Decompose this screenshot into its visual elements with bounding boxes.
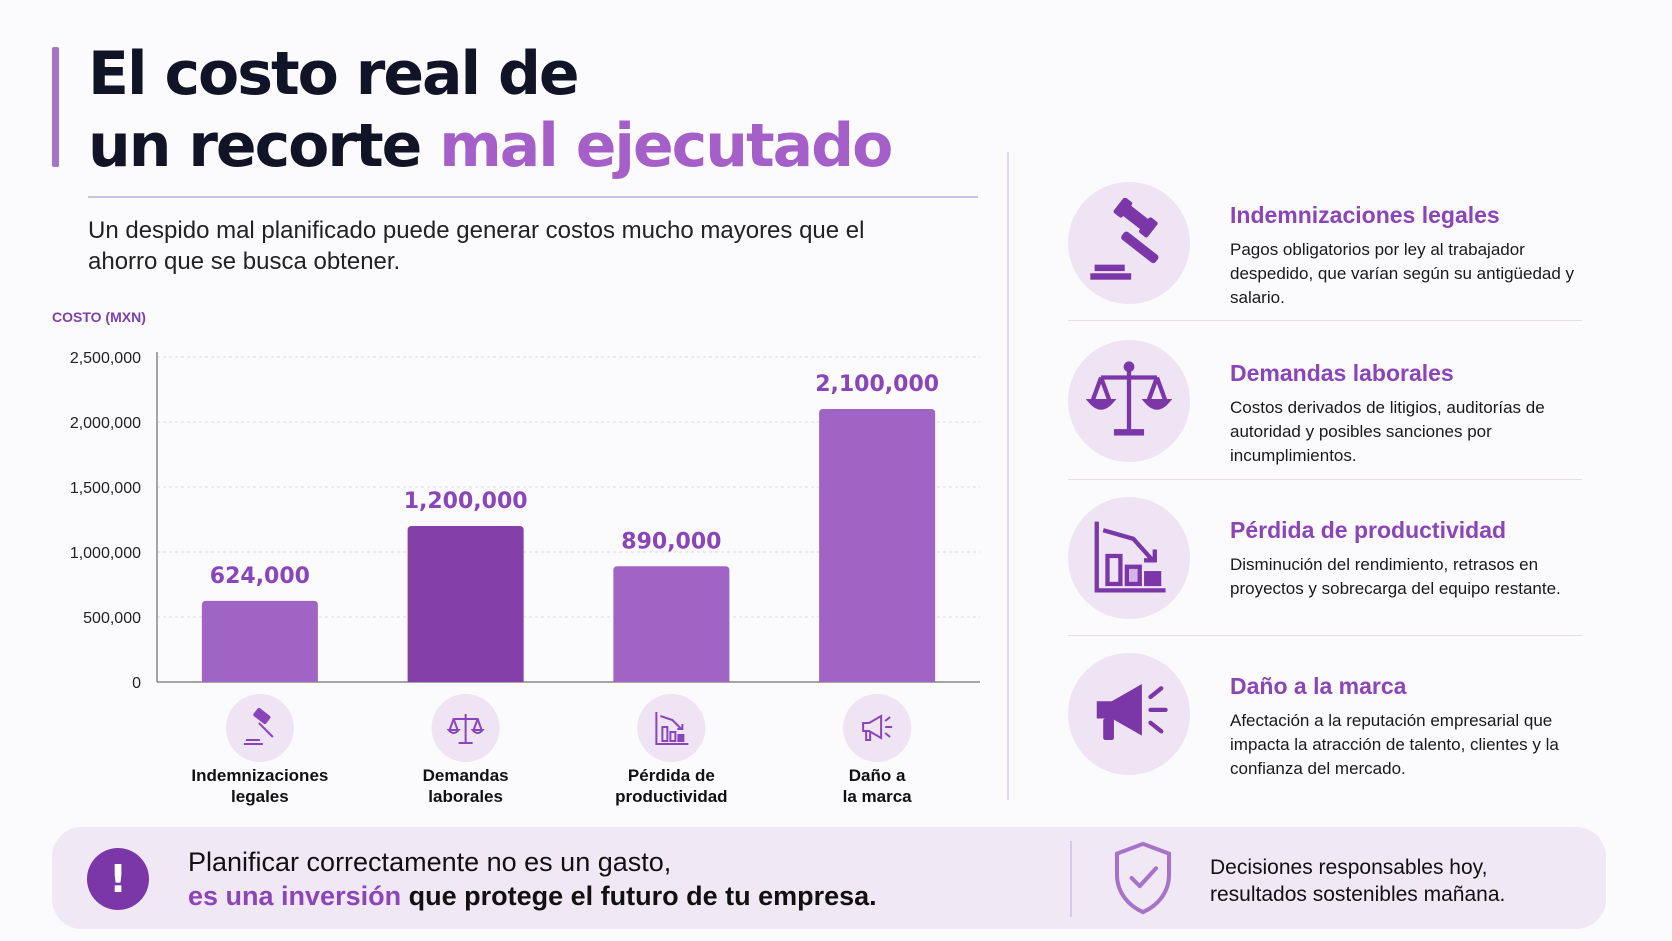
y-tick-label: 1,500,000 [70, 480, 141, 497]
data-label: 624,000 [210, 564, 310, 589]
banner-line-1: Planificar correctamente no es un gasto, [188, 847, 672, 877]
banner-divider [1070, 841, 1072, 917]
chart-category-axis: Indemnizaciones legales Demandas laborales P… [191, 694, 912, 806]
detail-item-indemnizaciones: Indemnizaciones legales Pagos obligatori… [1068, 182, 1588, 322]
category-label: Pérdida de [628, 766, 715, 785]
page-title: El costo real de un recorte mal ejecutad… [88, 38, 893, 182]
detail-item-productividad: Pérdida de productividad Disminución del… [1068, 497, 1588, 637]
megaphone-icon [843, 694, 912, 762]
detail-description: Afectación a la reputación empresarial q… [1230, 711, 1559, 778]
detail-item-demandas: Demandas laborales Costos derivados de l… [1068, 340, 1588, 480]
gavel-icon-glyph [243, 707, 274, 745]
chart-y-ticks: 0 500,000 1,000,000 1,500,000 2,000,000 2,500… [70, 350, 141, 692]
detail-icon-circle [1068, 182, 1190, 304]
y-tick-label: 1,000,000 [70, 545, 141, 562]
category-label: Daño a [849, 766, 906, 785]
detail-title: Daño a la marca [1230, 673, 1407, 699]
bar [201, 600, 318, 682]
detail-description: Costos derivados de litigios, auditorías… [1230, 398, 1545, 465]
detail-separator [1068, 479, 1582, 480]
title-line-2: un recorte [88, 111, 422, 181]
scales-icon-glyph [446, 714, 485, 744]
bottom-banner: ! Planificar correctamente no es un gast… [52, 827, 1606, 929]
category-label: legales [231, 787, 289, 806]
detail-separator [1068, 320, 1582, 321]
chart-bars [201, 409, 936, 682]
megaphone-icon [1086, 669, 1172, 760]
banner-closing: Decisiones responsables hoy, resultados … [1210, 856, 1506, 906]
megaphone-icon-glyph [862, 714, 893, 741]
data-label: 1,200,000 [404, 489, 528, 514]
bar [613, 566, 730, 682]
y-tick-label: 0 [132, 675, 141, 692]
detail-icon-circle [1068, 497, 1190, 619]
gavel-icon [1086, 196, 1172, 289]
data-label: 890,000 [621, 529, 721, 554]
banner-highlight: es una inversión [188, 881, 402, 911]
detail-separator [1068, 635, 1582, 636]
banner-line-2: que protege el futuro de tu empresa. [408, 881, 877, 911]
scales-icon [1085, 356, 1173, 447]
title-accent-bar [52, 47, 59, 167]
bar [819, 409, 936, 682]
detail-icon-circle [1068, 653, 1190, 775]
category-label: la marca [843, 787, 913, 806]
declining-chart-icon [1086, 513, 1172, 604]
detail-title: Indemnizaciones legales [1230, 202, 1500, 228]
detail-title: Pérdida de productividad [1230, 517, 1507, 543]
y-tick-label: 2,500,000 [70, 350, 141, 367]
category-label: Indemnizaciones [191, 766, 328, 785]
detail-item-marca: Daño a la marca Afectación a la reputaci… [1068, 653, 1588, 793]
chart-data-labels: 624,000 1,200,000 890,000 2,100,000 [210, 372, 939, 589]
shield-check-icon [1110, 839, 1176, 922]
bar-chart: COSTO (MXN) 0 500,000 1,000,000 1,500,000 2,… [52, 309, 980, 806]
bar [407, 526, 524, 682]
title-rule [88, 196, 978, 198]
detail-description: Pagos obligatorios por ley al trabajador… [1230, 240, 1575, 307]
detail-description: Disminución del rendimiento, retrasos en… [1230, 555, 1561, 598]
title-line-1: El costo real de [88, 39, 580, 109]
category-label: laborales [428, 787, 503, 806]
exclamation-icon: ! [87, 848, 149, 910]
vertical-divider [1007, 152, 1009, 800]
banner-message: Planificar correctamente no es un gasto,… [188, 845, 877, 913]
y-tick-label: 500,000 [83, 610, 141, 627]
declining-chart-icon [637, 694, 706, 762]
chart-y-axis-label: COSTO (MXN) [52, 309, 146, 325]
y-tick-label: 2,000,000 [70, 415, 141, 432]
category-label: productividad [615, 787, 727, 806]
gavel-icon [225, 694, 294, 762]
detail-title: Demandas laborales [1230, 360, 1454, 386]
page-subtitle: Un despido mal planificado puede generar… [88, 217, 865, 275]
title-highlight: mal ejecutado [439, 111, 893, 181]
declining-chart-icon-glyph [655, 712, 689, 745]
detail-icon-circle [1068, 340, 1190, 462]
data-label: 2,100,000 [815, 372, 939, 397]
category-label: Demandas [423, 766, 509, 785]
